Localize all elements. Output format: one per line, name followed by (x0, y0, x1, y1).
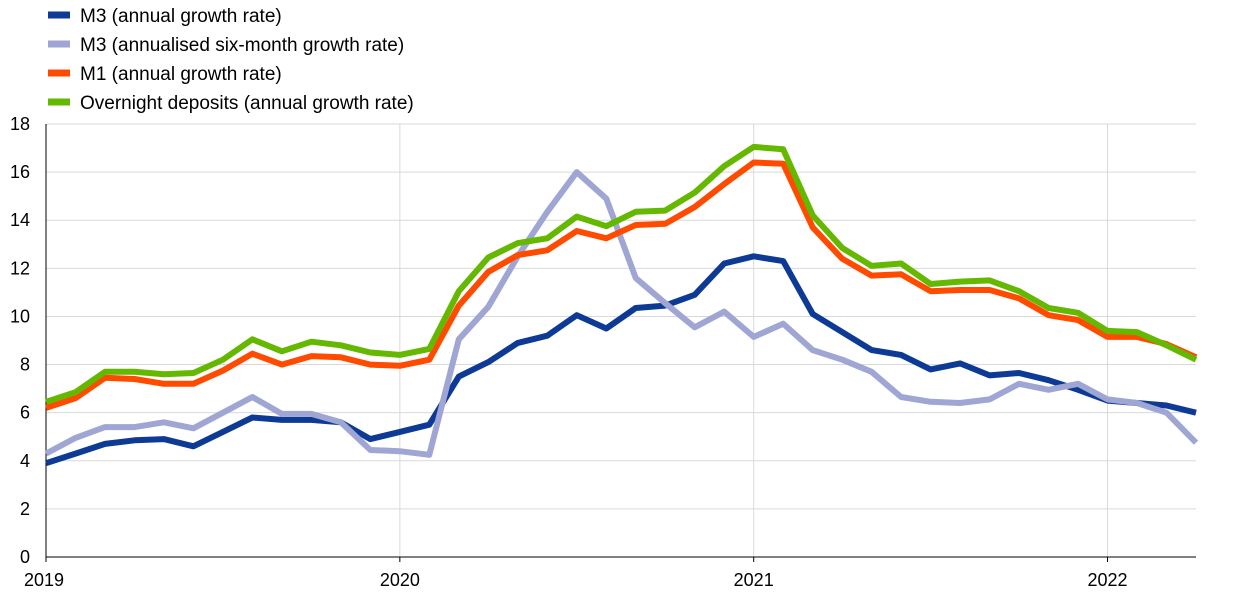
y-tick-label: 14 (10, 210, 30, 230)
y-tick-label: 10 (10, 306, 30, 326)
y-tick-label: 18 (10, 114, 30, 134)
grid (46, 123, 1196, 557)
legend-label-4: Overnight deposits (annual growth rate) (80, 93, 414, 114)
x-tick-label: 2022 (1088, 570, 1128, 590)
y-tick-label: 4 (20, 451, 30, 471)
y-tick-label: 0 (20, 547, 30, 567)
legend-label-2: M3 (annualised six-month growth rate) (80, 35, 404, 56)
series-line-4 (45, 143, 1198, 405)
series-line-3 (45, 159, 1198, 411)
y-tick-label: 2 (20, 499, 30, 519)
y-tick-label: 12 (10, 258, 30, 278)
x-tick-label: 2021 (734, 570, 774, 590)
legend-label-3: M1 (annual growth rate) (80, 64, 282, 85)
series-lines (44, 143, 1199, 467)
axes: 0 2 4 6 8 10 12 14 16 18 2019 2020 2021 2022 (10, 114, 1196, 590)
series-line-2 (44, 169, 1199, 458)
x-tick-label: 2020 (380, 570, 420, 590)
y-tick-label: 6 (20, 403, 30, 423)
legend: M3 (annual growth rate) M3 (annualised si… (48, 6, 414, 114)
y-tick-label: 8 (20, 355, 30, 375)
series-line-1 (45, 253, 1197, 467)
y-tick-label: 16 (10, 162, 30, 182)
legend-label-1: M3 (annual growth rate) (80, 6, 282, 27)
x-tick-label: 2019 (24, 570, 64, 590)
